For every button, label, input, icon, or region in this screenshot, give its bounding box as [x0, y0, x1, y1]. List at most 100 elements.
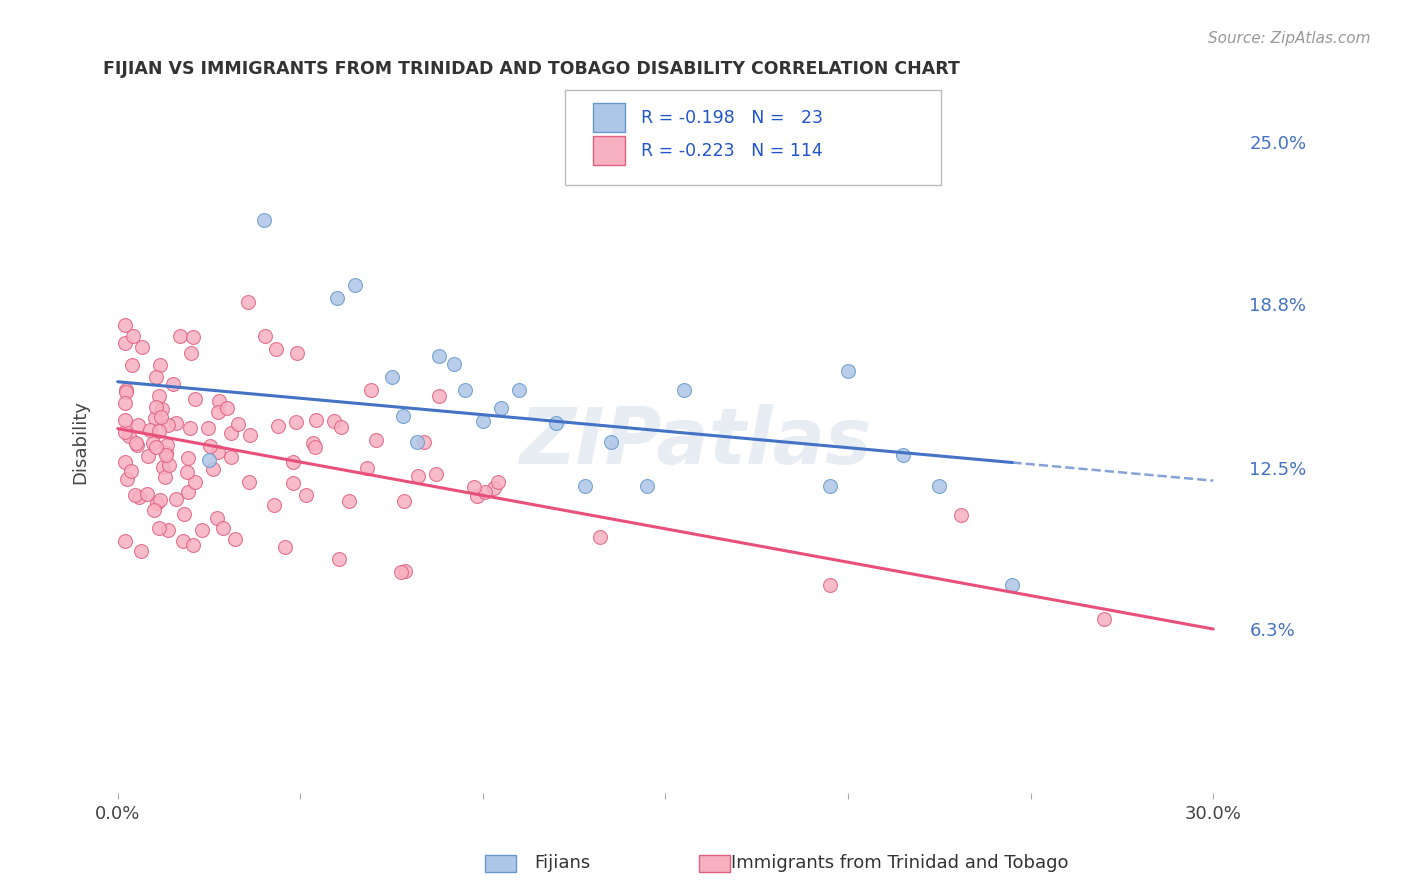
Point — [267, 418, 290, 433]
Point — [157, 523, 180, 537]
Point — [180, 346, 202, 360]
Point — [208, 394, 231, 409]
Point — [114, 412, 136, 426]
Point — [263, 498, 285, 512]
Point — [389, 565, 412, 579]
Point — [148, 425, 170, 439]
FancyBboxPatch shape — [593, 103, 624, 132]
Point — [177, 451, 200, 466]
Point — [148, 521, 170, 535]
Point — [173, 507, 195, 521]
Point — [197, 420, 219, 434]
Point — [482, 481, 505, 495]
Point — [226, 417, 249, 431]
Point — [284, 415, 307, 429]
Point — [153, 469, 176, 483]
Point — [486, 475, 509, 489]
Point — [337, 494, 360, 508]
Point — [124, 488, 146, 502]
Point — [264, 342, 287, 356]
Point — [360, 383, 382, 397]
Point — [818, 578, 841, 592]
Point — [443, 357, 465, 371]
Point — [202, 462, 225, 476]
FancyBboxPatch shape — [565, 90, 941, 186]
Point — [148, 389, 170, 403]
Point — [326, 292, 349, 306]
Point — [221, 450, 243, 465]
Point — [157, 458, 180, 472]
Point — [207, 405, 229, 419]
Point — [145, 400, 167, 414]
Point — [143, 411, 166, 425]
Point — [145, 496, 167, 510]
Point — [114, 318, 136, 332]
Point — [152, 459, 174, 474]
Point — [181, 329, 204, 343]
Point — [125, 437, 148, 451]
Point — [215, 401, 238, 416]
Point — [138, 423, 160, 437]
Point — [142, 435, 165, 450]
Point — [156, 437, 179, 451]
Point — [471, 414, 494, 428]
Point — [145, 441, 167, 455]
Point — [131, 543, 153, 558]
Point — [169, 328, 191, 343]
Point — [1001, 578, 1024, 592]
Point — [131, 340, 153, 354]
Point — [366, 433, 388, 447]
Point — [391, 409, 413, 423]
Point — [143, 503, 166, 517]
Point — [253, 328, 276, 343]
Point — [149, 358, 172, 372]
Text: Fijians: Fijians — [534, 855, 591, 872]
Point — [219, 425, 242, 440]
Point — [149, 492, 172, 507]
Text: FIJIAN VS IMMIGRANTS FROM TRINIDAD AND TOBAGO DISABILITY CORRELATION CHART: FIJIAN VS IMMIGRANTS FROM TRINIDAD AND T… — [103, 60, 960, 78]
Point — [837, 364, 859, 378]
Point — [285, 346, 308, 360]
Point — [145, 369, 167, 384]
Point — [672, 383, 695, 397]
Point — [305, 413, 328, 427]
Point — [150, 401, 173, 416]
Point — [121, 358, 143, 372]
Point — [330, 420, 353, 434]
Point — [427, 349, 450, 363]
Point — [120, 464, 142, 478]
Point — [323, 414, 346, 428]
Point — [392, 494, 415, 508]
Point — [122, 329, 145, 343]
Point — [274, 540, 297, 554]
Point — [157, 417, 180, 432]
Point — [818, 479, 841, 493]
Point — [165, 416, 187, 430]
Point — [114, 425, 136, 439]
Point — [413, 435, 436, 450]
Text: R = -0.198   N =   23: R = -0.198 N = 23 — [641, 109, 823, 127]
Text: Source: ZipAtlas.com: Source: ZipAtlas.com — [1208, 31, 1371, 46]
Point — [181, 538, 204, 552]
Point — [589, 530, 612, 544]
Point — [128, 490, 150, 504]
Point — [114, 533, 136, 548]
Point — [406, 468, 429, 483]
Point — [155, 445, 177, 459]
Point — [224, 532, 246, 546]
Point — [198, 453, 221, 467]
Point — [162, 376, 184, 391]
Y-axis label: Disability: Disability — [72, 400, 89, 483]
Point — [184, 475, 207, 489]
Point — [474, 485, 496, 500]
Point — [236, 295, 259, 310]
Point — [150, 410, 173, 425]
Point — [115, 383, 138, 397]
Point — [295, 488, 318, 502]
Point — [239, 428, 262, 442]
Point — [207, 444, 229, 458]
Point — [200, 439, 222, 453]
Point — [172, 533, 194, 548]
Point — [344, 278, 367, 293]
Point — [190, 523, 212, 537]
